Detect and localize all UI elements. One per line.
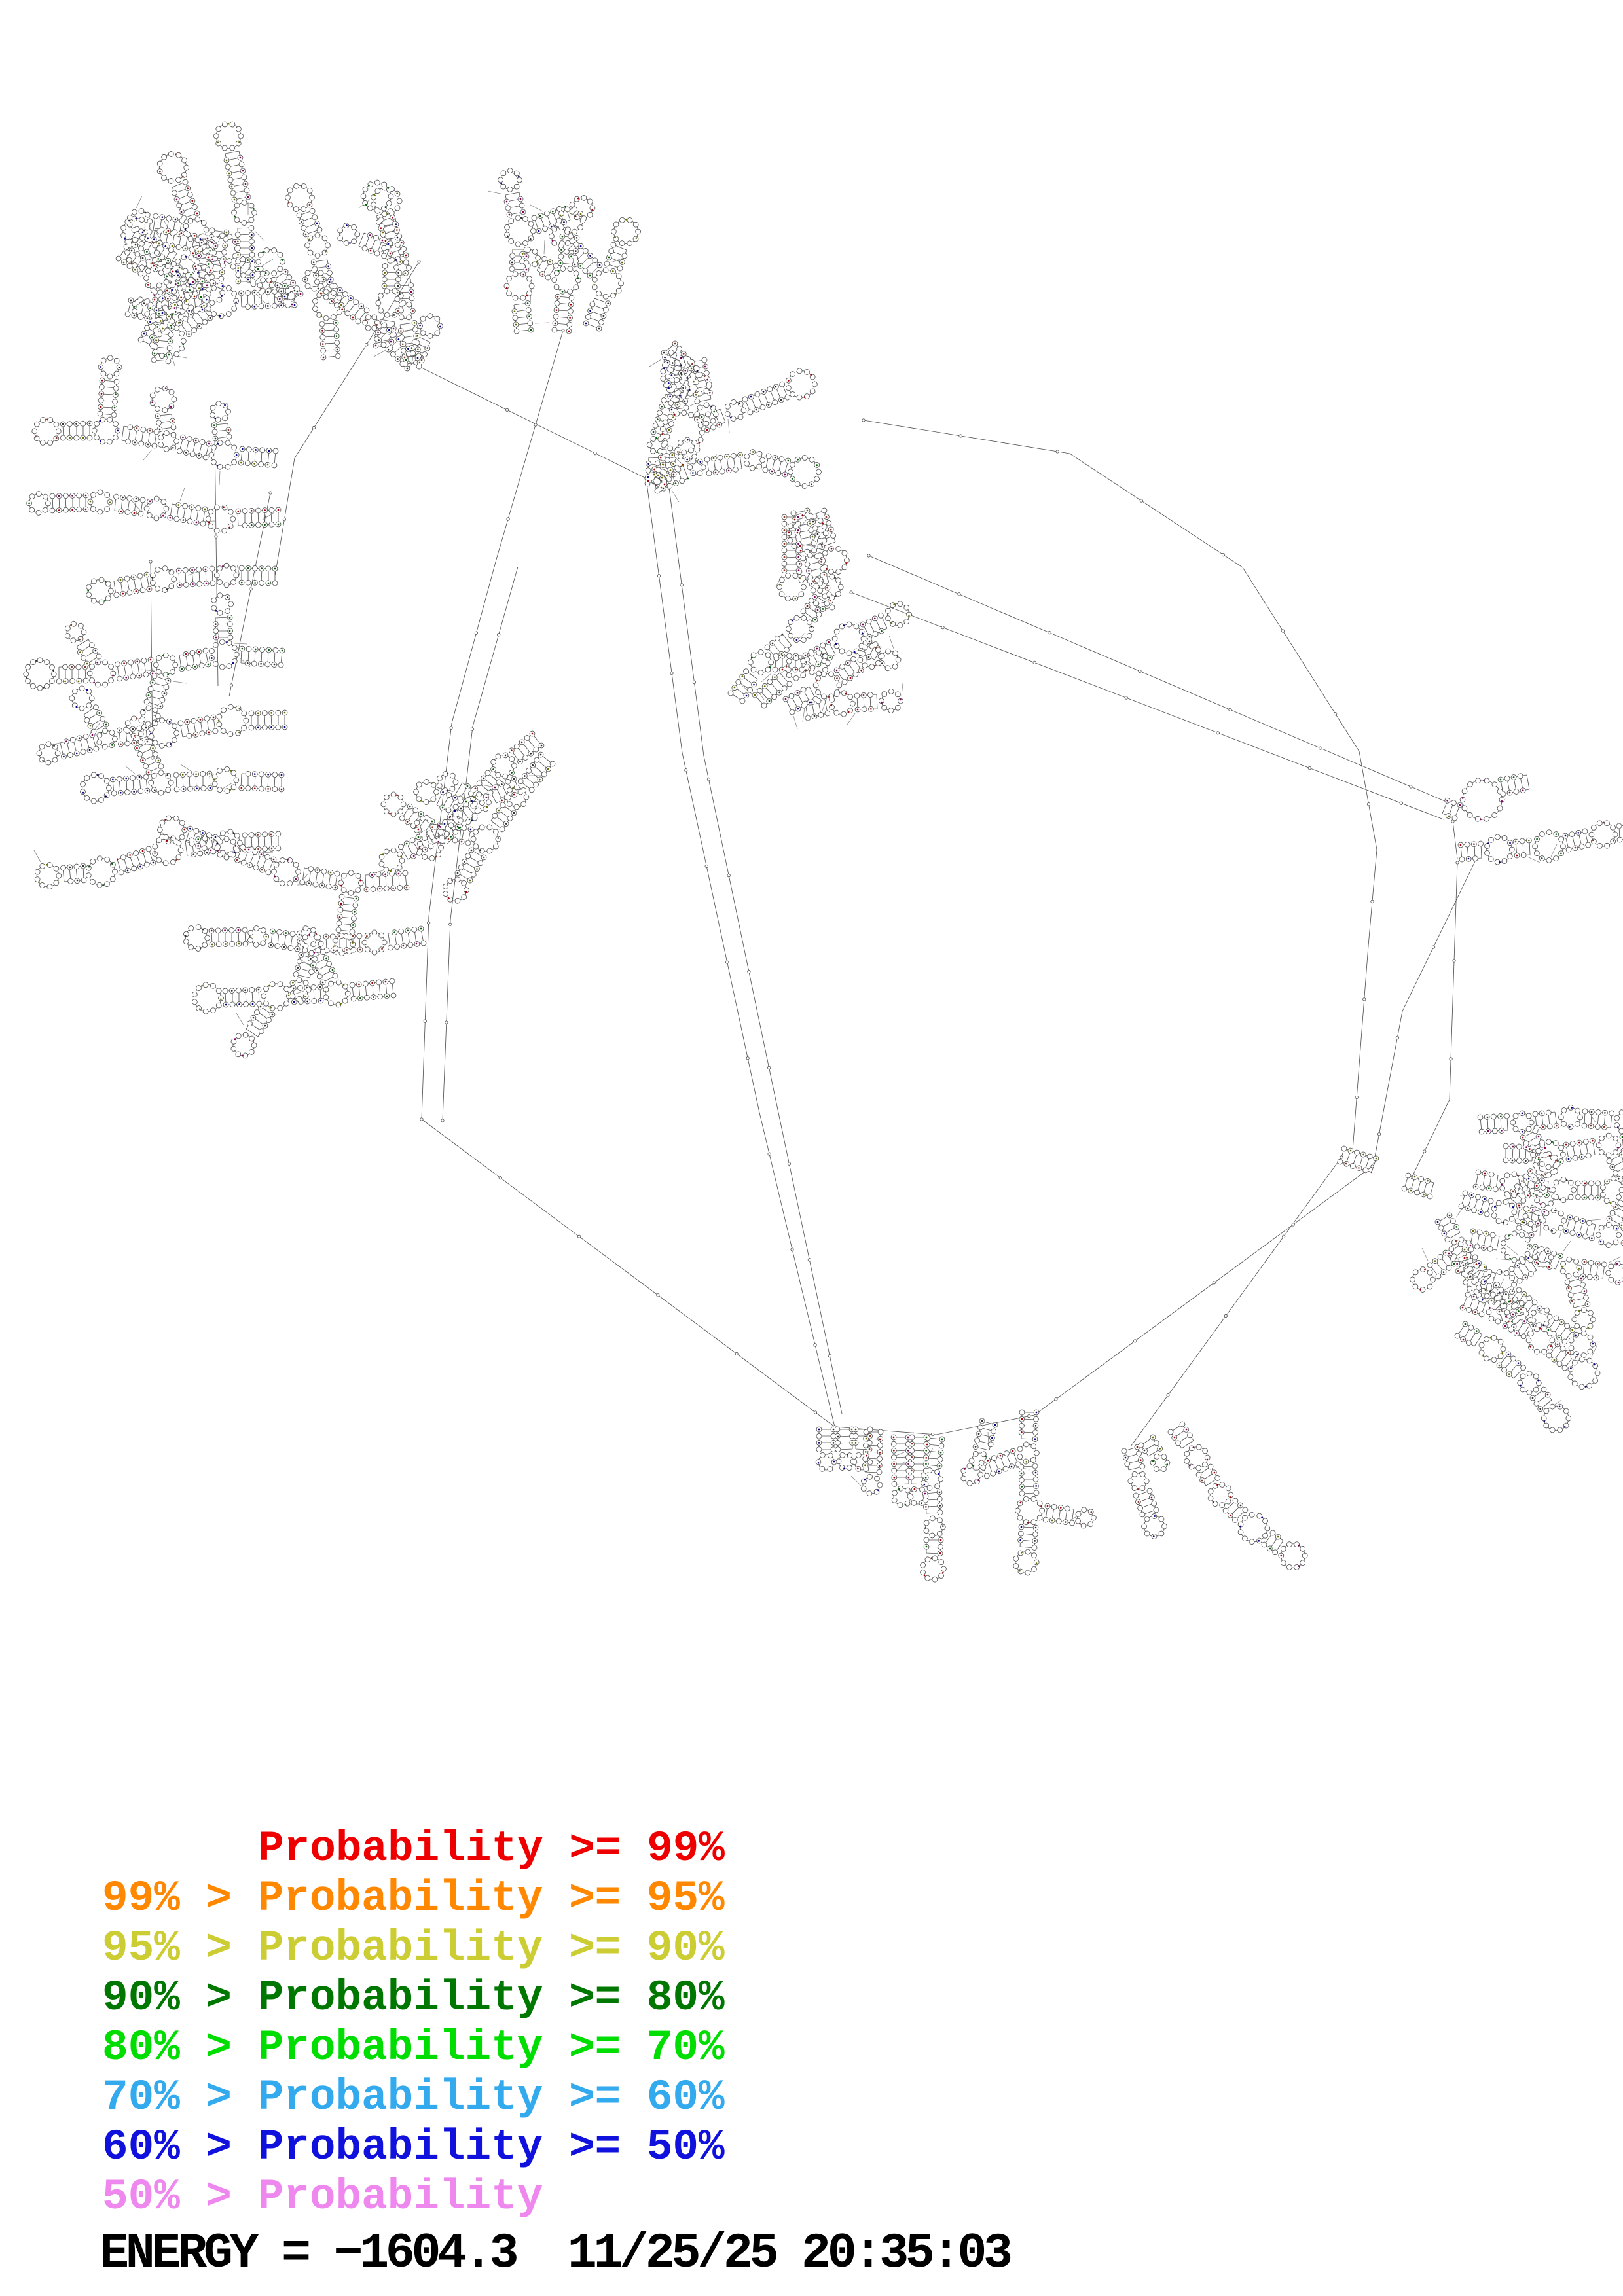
svg-text:99% > Probability >= 95%: 99% > Probability >= 95% xyxy=(102,1874,725,1923)
svg-text:90% > Probability >= 80%: 90% > Probability >= 80% xyxy=(102,1973,725,2022)
svg-text:70% > Probability >= 60%: 70% > Probability >= 60% xyxy=(102,2073,725,2122)
svg-text:60% > Probability >= 50%: 60% > Probability >= 50% xyxy=(102,2123,725,2172)
svg-text:Probability >= 99%: Probability >= 99% xyxy=(258,1824,725,1873)
svg-text:80% > Probability >= 70%: 80% > Probability >= 70% xyxy=(102,2023,725,2072)
svg-text:95% > Probability >= 90%: 95% > Probability >= 90% xyxy=(102,1924,725,1973)
svg-text:50% > Probability: 50% > Probability xyxy=(102,2172,543,2221)
svg-text:ENERGY = −1604.3 11/25/25 20:: ENERGY = −1604.3 11/25/25 20:35:03 xyxy=(100,2226,1011,2282)
